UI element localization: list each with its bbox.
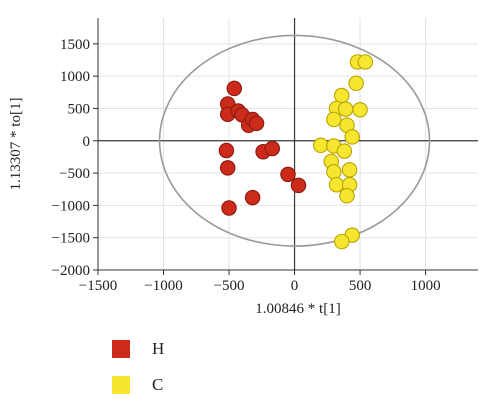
x-tick-label: 0	[291, 278, 299, 294]
legend-swatch-c	[112, 376, 130, 394]
x-axis-label: 1.00846 * t[1]	[255, 301, 340, 317]
point-h	[226, 80, 243, 97]
point-c	[313, 137, 329, 154]
plot-area	[98, 18, 478, 270]
legend-label-c: C	[152, 375, 164, 394]
x-tick-label: 1000	[411, 278, 441, 294]
y-tick-label: −500	[59, 166, 90, 182]
point-c	[333, 87, 350, 104]
y-tick-label: −1000	[52, 198, 90, 214]
point-c	[352, 102, 368, 118]
point-h	[248, 115, 265, 132]
x-tick-label: −500	[214, 278, 245, 294]
point-h	[264, 140, 281, 157]
legend-item-c: C	[112, 375, 232, 396]
point-h	[290, 177, 307, 194]
x-tick-label: −1500	[79, 278, 117, 294]
data-points	[218, 54, 374, 250]
confidence-ellipse	[158, 34, 431, 247]
legend-label-h: H	[152, 339, 165, 358]
point-c	[333, 233, 350, 250]
tick-labels: −1500 −1000 −500 0 500 1000−2000−1500−1000−50…	[52, 37, 441, 294]
point-h	[244, 189, 261, 206]
legend-item-h: H	[112, 339, 232, 360]
y-tick-label: 1500	[60, 37, 90, 53]
point-c	[341, 162, 358, 178]
zero-lines	[98, 18, 478, 270]
point-h	[221, 200, 237, 216]
point-c	[357, 54, 374, 70]
y-tick-label: 1000	[60, 69, 90, 85]
legend-swatch-h	[112, 340, 130, 358]
point-c	[328, 176, 345, 193]
x-tick-label: −1000	[144, 278, 182, 294]
x-tick-label: 500	[349, 278, 372, 294]
point-c	[344, 129, 360, 145]
point-c	[326, 111, 342, 128]
y-tick-label: 500	[68, 101, 91, 117]
point-c	[337, 101, 354, 117]
axes	[93, 18, 478, 275]
point-h	[280, 166, 296, 183]
point-c	[336, 143, 353, 159]
point-h	[218, 142, 235, 159]
point-h	[219, 160, 236, 176]
y-tick-label: −2000	[52, 263, 90, 279]
y-tick-label: −1500	[52, 231, 90, 247]
point-c	[339, 187, 355, 204]
y-tick-label: 0	[83, 134, 91, 150]
scatter-plot: −1500 −1000 −500 0 500 1000−2000−1500−1000−50…	[8, 18, 478, 317]
y-axis-label: 1.13307 * to[1]	[8, 98, 24, 191]
point-c	[348, 75, 364, 92]
point-c	[326, 164, 342, 180]
